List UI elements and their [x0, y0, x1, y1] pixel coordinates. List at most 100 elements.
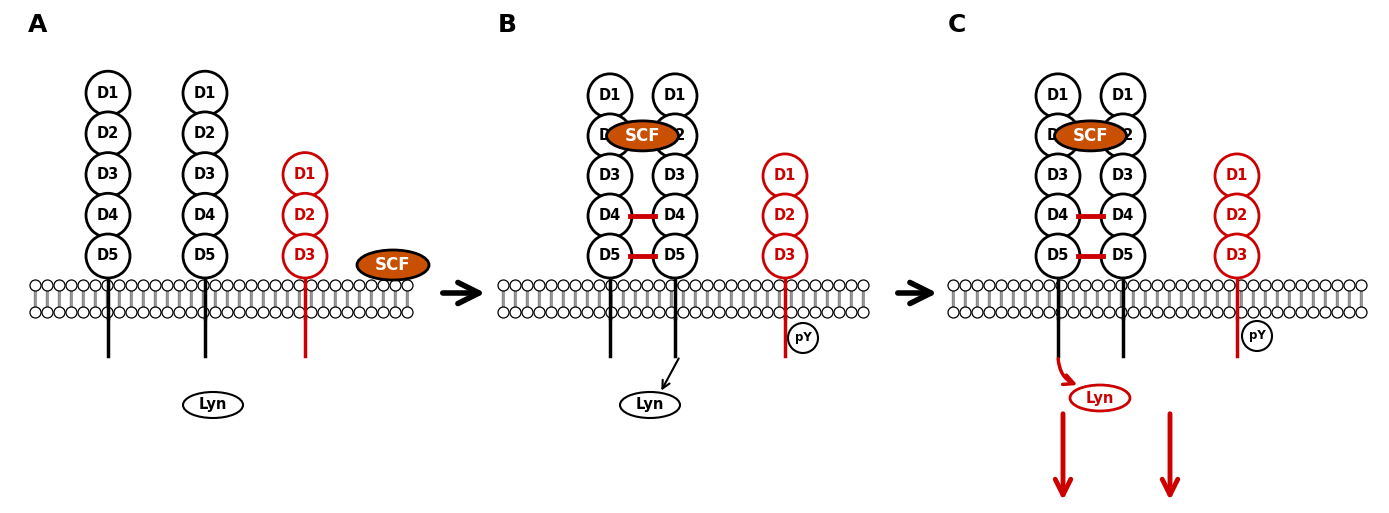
Text: D3: D3: [1226, 248, 1249, 264]
Circle shape: [31, 307, 42, 318]
Circle shape: [101, 280, 113, 291]
Circle shape: [222, 280, 233, 291]
Text: D4: D4: [1047, 208, 1070, 224]
Circle shape: [90, 280, 101, 291]
Text: D1: D1: [1047, 88, 1070, 103]
Circle shape: [1020, 280, 1031, 291]
Circle shape: [858, 307, 870, 318]
Circle shape: [972, 307, 983, 318]
Circle shape: [1008, 307, 1020, 318]
Text: SCF: SCF: [375, 256, 411, 274]
Circle shape: [654, 307, 665, 318]
Text: D5: D5: [1047, 248, 1070, 264]
Circle shape: [101, 307, 113, 318]
Circle shape: [653, 74, 697, 118]
Circle shape: [949, 307, 958, 318]
Circle shape: [283, 234, 326, 278]
Circle shape: [401, 307, 413, 318]
Circle shape: [786, 280, 797, 291]
Circle shape: [546, 280, 557, 291]
Circle shape: [67, 307, 76, 318]
Circle shape: [258, 280, 269, 291]
Circle shape: [983, 307, 995, 318]
Circle shape: [750, 307, 761, 318]
Circle shape: [283, 193, 326, 238]
Circle shape: [1115, 280, 1126, 291]
Circle shape: [114, 280, 125, 291]
Circle shape: [582, 307, 593, 318]
Circle shape: [499, 280, 508, 291]
Circle shape: [653, 154, 697, 198]
Circle shape: [983, 280, 995, 291]
Text: D1: D1: [1111, 88, 1135, 103]
Text: D3: D3: [774, 248, 796, 264]
Text: D4: D4: [1111, 208, 1135, 224]
Circle shape: [522, 307, 533, 318]
Circle shape: [1247, 280, 1258, 291]
Circle shape: [246, 280, 257, 291]
Circle shape: [365, 307, 376, 318]
Circle shape: [582, 280, 593, 291]
Circle shape: [1036, 154, 1081, 198]
Circle shape: [588, 234, 632, 278]
Circle shape: [186, 280, 197, 291]
Circle shape: [1056, 307, 1067, 318]
Circle shape: [678, 307, 689, 318]
Circle shape: [726, 307, 738, 318]
Circle shape: [1115, 307, 1126, 318]
Circle shape: [233, 307, 244, 318]
Circle shape: [174, 307, 185, 318]
Circle shape: [750, 280, 761, 291]
Circle shape: [1320, 307, 1331, 318]
Text: SCF: SCF: [625, 127, 660, 145]
Circle shape: [294, 280, 306, 291]
Circle shape: [606, 280, 617, 291]
Circle shape: [318, 280, 329, 291]
Ellipse shape: [1054, 121, 1126, 151]
Circle shape: [569, 307, 581, 318]
Circle shape: [42, 307, 53, 318]
Circle shape: [631, 307, 640, 318]
Text: pY: pY: [1249, 329, 1265, 343]
Circle shape: [42, 280, 53, 291]
Circle shape: [183, 193, 226, 238]
Circle shape: [1236, 307, 1247, 318]
Circle shape: [390, 280, 401, 291]
Circle shape: [1356, 280, 1367, 291]
Circle shape: [1032, 280, 1043, 291]
Circle shape: [1296, 307, 1307, 318]
Circle shape: [331, 307, 342, 318]
Circle shape: [763, 234, 807, 278]
Circle shape: [726, 280, 738, 291]
Circle shape: [378, 280, 389, 291]
Text: D3: D3: [664, 168, 686, 184]
Circle shape: [588, 154, 632, 198]
Circle shape: [114, 307, 125, 318]
Circle shape: [331, 280, 342, 291]
Circle shape: [822, 280, 833, 291]
Circle shape: [183, 234, 226, 278]
Circle shape: [810, 280, 821, 291]
Text: D5: D5: [1111, 248, 1135, 264]
Text: D3: D3: [294, 248, 317, 264]
Circle shape: [282, 280, 293, 291]
Circle shape: [174, 280, 185, 291]
Circle shape: [342, 280, 353, 291]
Text: D2: D2: [294, 208, 317, 223]
Circle shape: [138, 280, 149, 291]
Circle shape: [588, 194, 632, 238]
Circle shape: [763, 194, 807, 238]
Circle shape: [763, 280, 774, 291]
Circle shape: [654, 280, 665, 291]
Circle shape: [569, 280, 581, 291]
Circle shape: [642, 280, 653, 291]
Circle shape: [558, 280, 569, 291]
Circle shape: [138, 307, 149, 318]
Circle shape: [1213, 307, 1222, 318]
Text: D1: D1: [97, 86, 119, 101]
Circle shape: [1260, 307, 1271, 318]
Circle shape: [594, 307, 606, 318]
Circle shape: [342, 307, 353, 318]
Text: D3: D3: [599, 168, 621, 184]
Circle shape: [1272, 280, 1283, 291]
